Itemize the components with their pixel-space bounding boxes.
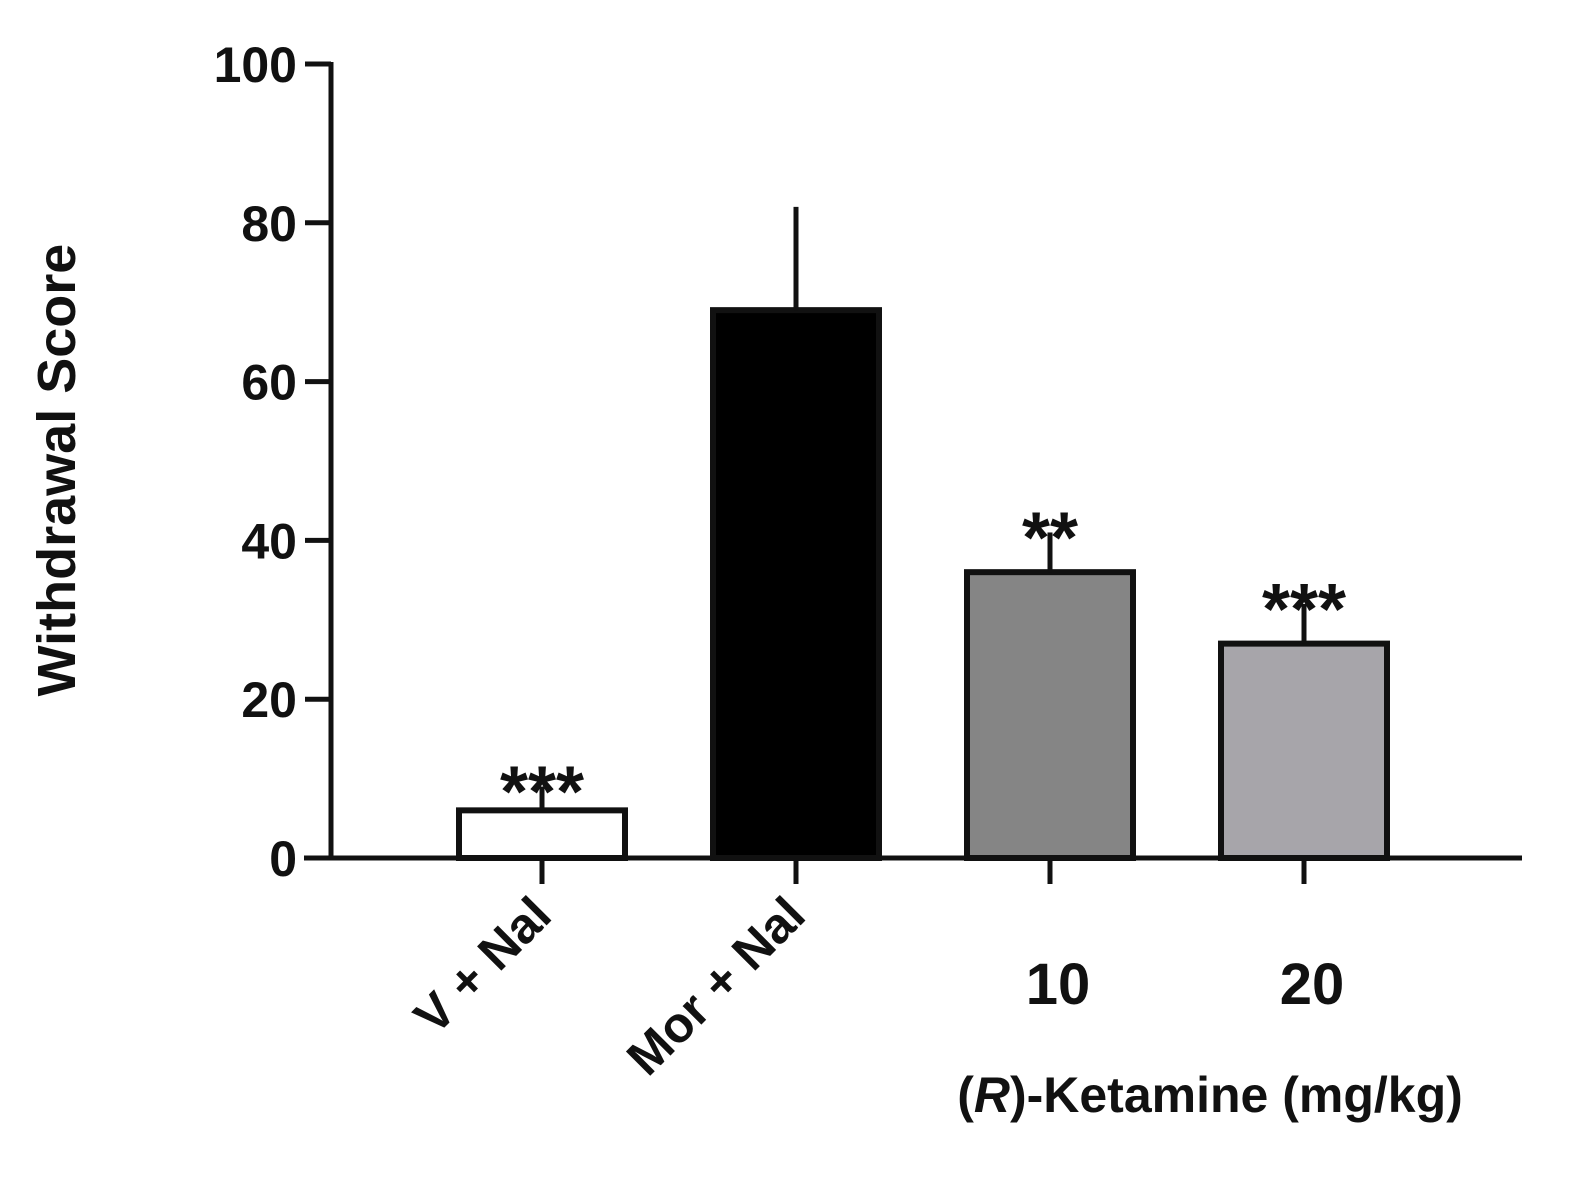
ketamine-group-label: (R)-Ketamine (mg/kg)	[957, 1067, 1463, 1123]
y-tick-label-20: 20	[241, 672, 297, 728]
group-label-italic: R	[974, 1067, 1010, 1123]
y-tick-label-40: 40	[241, 513, 297, 569]
significance-marker-1: ***	[500, 753, 584, 833]
category-label-2: Mor + Nal	[616, 886, 816, 1086]
bar-3	[964, 569, 1136, 861]
category-label-3: 10	[1026, 952, 1091, 1017]
bar-2	[710, 307, 882, 861]
x-axis	[304, 855, 1522, 884]
category-label-4: 20	[1280, 952, 1345, 1017]
category-label-1: V + Nal	[403, 886, 561, 1044]
error-bars	[539, 206, 1307, 811]
y-tick-label-100: 100	[214, 37, 297, 93]
significance-markers: ********	[500, 498, 1346, 832]
category-labels: V + Nal Mor + Nal 10 20	[403, 886, 1344, 1086]
significance-marker-3: **	[1022, 498, 1078, 578]
y-axis: 0 20 40 60 80 100	[214, 37, 334, 887]
bar-1	[456, 807, 628, 861]
y-tick-label-0: 0	[269, 831, 297, 887]
y-tick-label-60: 60	[241, 355, 297, 411]
y-tick-label-80: 80	[241, 196, 297, 252]
group-label-suffix: )-Ketamine (mg/kg)	[1010, 1067, 1463, 1123]
bar-4	[1218, 640, 1390, 861]
y-axis-title: Withdrawal Score	[27, 244, 87, 697]
group-label-prefix: (	[957, 1067, 974, 1123]
significance-marker-4: ***	[1262, 570, 1346, 650]
bars	[456, 307, 1390, 861]
